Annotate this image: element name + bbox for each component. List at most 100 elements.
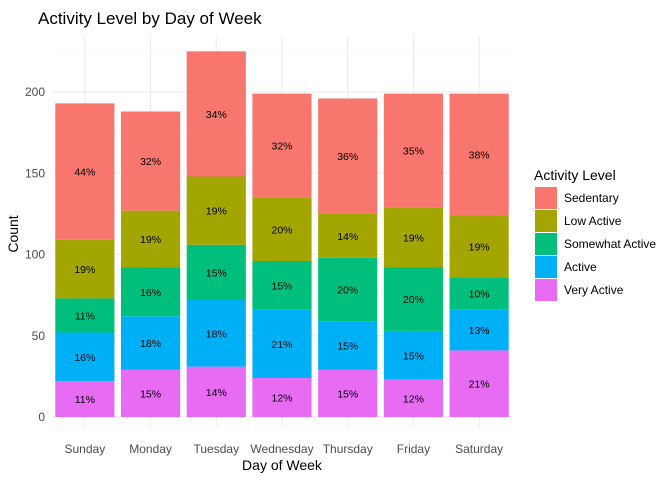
bar-segment-low-active-friday <box>383 207 443 268</box>
bar-segment-very-active-tuesday <box>186 366 246 417</box>
bar-data-label: 13% <box>469 325 490 337</box>
bar-data-label: 14% <box>337 231 358 243</box>
x-tick-label: Sunday <box>65 442 106 456</box>
bar-data-label: 11% <box>75 310 95 322</box>
y-tick-label: 200 <box>25 85 45 99</box>
bar-data-label: 11% <box>75 394 95 406</box>
legend-label: Active <box>564 260 597 274</box>
bar-data-label: 14% <box>206 387 227 399</box>
bar-segment-active-saturday <box>449 309 509 351</box>
bar-data-label: 34% <box>206 109 227 121</box>
bar-data-label: 15% <box>403 350 424 362</box>
bar-segment-low-active-thursday <box>318 213 378 258</box>
bar-segment-active-monday <box>121 316 181 370</box>
legend-swatch-somewhat-active <box>535 233 557 255</box>
y-axis-ticks: 0 50 100 150 200 <box>25 85 45 424</box>
bar-data-label: 12% <box>271 393 292 405</box>
bar-segment-active-thursday <box>318 321 378 370</box>
bar-segment-active-sunday <box>55 332 115 382</box>
x-axis-ticks: Sunday Monday Tuesday Wednesday Thursday Frid… <box>65 442 504 456</box>
legend-label: Very Active <box>564 283 624 297</box>
y-tick-label: 150 <box>25 166 45 180</box>
legend-label: Sedentary <box>564 191 619 205</box>
x-axis-title: Day of Week <box>242 457 323 473</box>
bar-data-label: 32% <box>140 156 161 168</box>
legend-label: Somewhat Active <box>564 237 656 251</box>
bar-segment-very-active-thursday <box>318 369 378 417</box>
bar-segment-somewhat-active-tuesday <box>186 244 246 300</box>
bar-segment-sedentary-tuesday <box>186 51 246 177</box>
legend-swatch-active <box>535 256 557 278</box>
x-tick-label: Friday <box>397 442 430 456</box>
bar-segment-active-friday <box>383 330 443 380</box>
legend-swatch-very-active <box>535 279 557 301</box>
y-tick-label: 50 <box>32 329 46 343</box>
bar-segment-active-wednesday <box>252 309 312 378</box>
bar-data-label: 36% <box>337 151 358 163</box>
bar-segment-low-active-sunday <box>55 239 115 299</box>
bar-data-label: 35% <box>403 146 424 158</box>
bar-data-label: 32% <box>271 141 292 153</box>
bar-data-label: 12% <box>403 393 424 405</box>
bar-data-label: 21% <box>271 339 292 351</box>
bar-segment-very-active-friday <box>383 379 443 417</box>
bar-segment-sedentary-friday <box>383 93 443 208</box>
chart-title: Activity Level by Day of Week <box>38 9 262 28</box>
bar-data-label: 15% <box>337 388 358 400</box>
bar-segment-sedentary-monday <box>121 111 181 211</box>
bar-data-label: 19% <box>140 234 161 246</box>
legend: Activity Level Sedentary Low Active Somewh… <box>534 167 656 301</box>
bar-segment-somewhat-active-sunday <box>55 298 115 333</box>
bars <box>55 51 509 417</box>
bar-data-label: 16% <box>140 287 161 299</box>
bar-data-label: 15% <box>140 388 161 400</box>
bar-data-label: 10% <box>469 289 490 301</box>
bar-segment-low-active-tuesday <box>186 176 246 245</box>
x-tick-label: Tuesday <box>193 442 239 456</box>
bar-segment-active-tuesday <box>186 300 246 367</box>
bar-data-label: 15% <box>206 267 227 279</box>
legend-swatch-low-active <box>535 210 557 232</box>
y-tick-label: 0 <box>38 410 45 424</box>
legend-title: Activity Level <box>534 167 616 183</box>
bar-segment-somewhat-active-saturday <box>449 277 509 310</box>
bar-data-label: 44% <box>74 167 95 179</box>
bar-data-label: 19% <box>206 206 227 218</box>
bar-data-label: 21% <box>469 379 490 391</box>
bar-segment-somewhat-active-wednesday <box>252 261 312 310</box>
bar-segment-low-active-saturday <box>449 215 509 278</box>
bar-labels: 11% 16% 11% 19% 44% 15% 18% 16% 19% 32% 14% 18% 15% 1… <box>74 109 489 406</box>
bar-data-label: 15% <box>271 280 292 292</box>
bar-data-label: 19% <box>403 232 424 244</box>
bar-segment-low-active-wednesday <box>252 197 312 261</box>
bar-segment-sedentary-wednesday <box>252 93 312 198</box>
bar-segment-somewhat-active-thursday <box>318 257 378 322</box>
bar-segment-very-active-wednesday <box>252 378 312 417</box>
bar-segment-somewhat-active-friday <box>383 267 443 331</box>
bar-data-label: 18% <box>206 328 227 340</box>
bar-data-label: 38% <box>469 150 490 162</box>
bar-segment-sedentary-sunday <box>55 103 115 240</box>
bar-data-label: 19% <box>469 241 490 253</box>
bar-data-label: 20% <box>271 224 292 236</box>
y-axis-title: Count <box>5 215 21 252</box>
bar-data-label: 18% <box>140 338 161 350</box>
bar-segment-sedentary-thursday <box>318 98 378 214</box>
y-tick-label: 100 <box>25 248 45 262</box>
bar-data-label: 20% <box>403 294 424 306</box>
bar-data-label: 20% <box>337 284 358 296</box>
bar-segment-very-active-saturday <box>449 350 509 417</box>
bar-segment-very-active-sunday <box>55 381 115 417</box>
legend-label: Low Active <box>564 214 622 228</box>
bar-data-label: 16% <box>74 352 95 364</box>
bar-segment-sedentary-saturday <box>449 93 509 216</box>
x-tick-label: Wednesday <box>250 442 313 456</box>
x-tick-label: Thursday <box>323 442 373 456</box>
x-tick-label: Saturday <box>455 442 503 456</box>
bar-segment-somewhat-active-monday <box>121 267 181 317</box>
bar-data-label: 15% <box>337 341 358 353</box>
legend-swatch-sedentary <box>535 187 557 209</box>
bar-segment-low-active-monday <box>121 210 181 268</box>
bar-segment-very-active-monday <box>121 369 181 417</box>
